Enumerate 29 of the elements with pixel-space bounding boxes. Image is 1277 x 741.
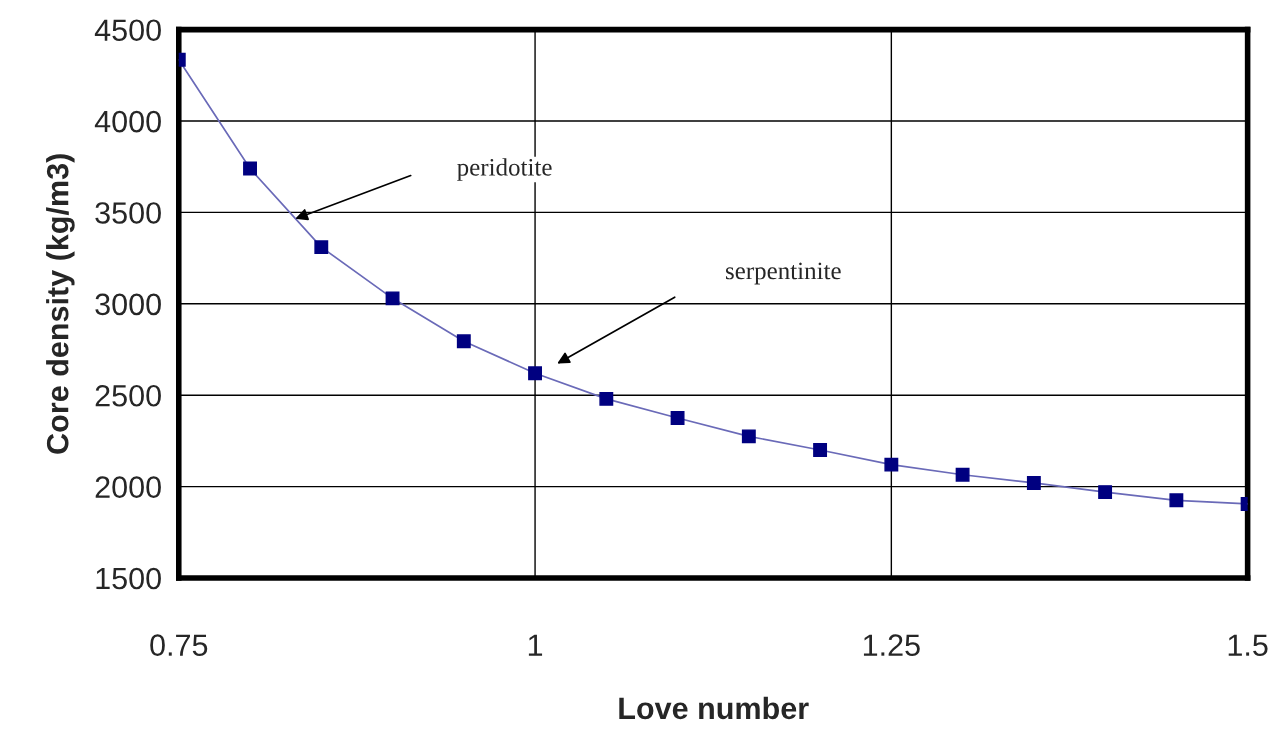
point xyxy=(599,391,614,406)
annotation: peridotite xyxy=(457,158,552,181)
point xyxy=(741,429,756,444)
point xyxy=(385,291,400,306)
point xyxy=(528,366,543,381)
point xyxy=(1169,493,1184,508)
y-tick-label: 3500 xyxy=(95,202,161,224)
x-tick-label: 1.5 xyxy=(1228,634,1268,656)
y-tick-label: 4000 xyxy=(94,110,161,133)
point xyxy=(884,457,899,472)
y-tick-label: 2500 xyxy=(95,384,161,407)
point xyxy=(670,411,685,425)
y-tick-label: 4500 xyxy=(94,19,161,42)
y-axis-title: Core density (kg/m3) xyxy=(46,154,75,454)
point xyxy=(955,467,970,482)
x-axis-title: Love number xyxy=(619,696,809,720)
point xyxy=(456,334,471,349)
y-tick-label: 2000 xyxy=(95,476,161,498)
y-tick-label: 1500 xyxy=(96,567,161,590)
x-tick-label: 0.75 xyxy=(150,634,208,656)
point xyxy=(813,443,828,457)
x-tick-label: 1.25 xyxy=(863,634,920,656)
point xyxy=(243,161,257,176)
annotation: serpentinite xyxy=(725,262,841,285)
x-tick-label: 1 xyxy=(528,634,543,656)
y-tick-label: 3000 xyxy=(95,293,161,316)
point xyxy=(314,240,329,255)
point xyxy=(1098,485,1113,500)
point xyxy=(1026,475,1041,490)
